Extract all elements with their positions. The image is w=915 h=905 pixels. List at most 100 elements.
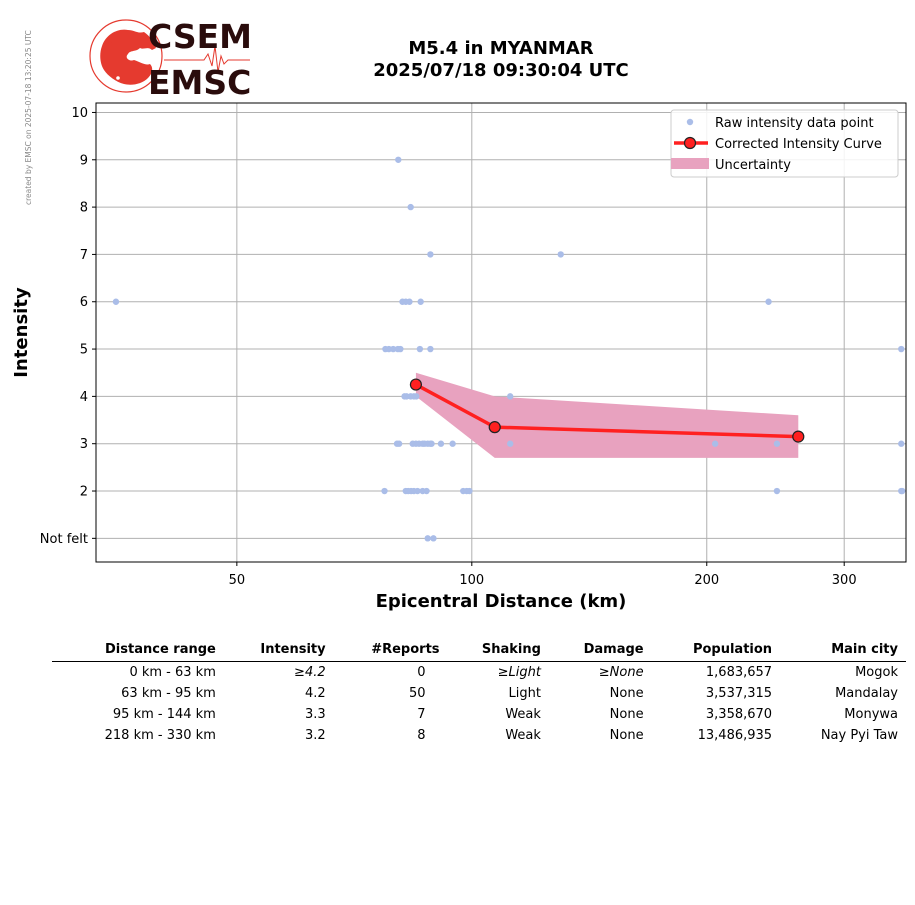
raw-data-point bbox=[414, 487, 421, 495]
y-tick-label: 2 bbox=[80, 485, 88, 500]
y-tick-label: 10 bbox=[71, 106, 88, 121]
raw-data-point bbox=[424, 535, 431, 542]
cell-reports: 0 bbox=[417, 665, 426, 680]
raw-data-point bbox=[711, 440, 719, 447]
raw-data-point bbox=[773, 440, 781, 447]
cell-damage: ≥None bbox=[598, 665, 644, 680]
legend-label: Uncertainty bbox=[715, 158, 791, 173]
chart-title: M5.4 in MYANMAR 2025/07/18 09:30:04 UTC bbox=[300, 38, 702, 82]
raw-data-point bbox=[557, 251, 564, 258]
raw-data-point bbox=[899, 487, 906, 495]
uncertainty-band bbox=[415, 372, 799, 458]
raw-data-point bbox=[437, 440, 445, 447]
x-tick-label: 100 bbox=[459, 573, 484, 588]
cell-damage: None bbox=[609, 686, 644, 701]
intensity-summary-table: Distance range Intensity #Reports Shakin… bbox=[52, 640, 906, 746]
raw-data-point bbox=[395, 156, 402, 163]
raw-data-point bbox=[507, 440, 514, 447]
corrected-curve-marker bbox=[488, 421, 501, 434]
cell-damage: None bbox=[609, 707, 644, 722]
legend-uncertainty-swatch bbox=[671, 158, 709, 169]
cell-distance-range: 218 km - 330 km bbox=[104, 728, 216, 743]
raw-data-point bbox=[381, 487, 388, 495]
logo-text-csem: CSEM bbox=[148, 17, 252, 56]
cell-population: 3,537,315 bbox=[705, 686, 773, 701]
table-row: 63 km - 95 km 4.2 50 Light None 3,537,31… bbox=[52, 683, 906, 704]
corrected-curve-marker bbox=[409, 378, 423, 391]
watermark: created by EMSC on 2025-07-18 13:20:25 U… bbox=[24, 30, 33, 205]
axis-ticks: 50 100 200 300 Not felt 2 3 4 5 6 7 8 9 10 bbox=[40, 106, 857, 588]
raw-data-point bbox=[765, 298, 772, 305]
legend-curve-marker bbox=[683, 136, 697, 150]
cell-shaking: Weak bbox=[505, 728, 541, 743]
header-intensity: Intensity bbox=[223, 640, 334, 662]
logo-globe-outline bbox=[89, 19, 163, 93]
cell-intensity: 3.2 bbox=[304, 728, 326, 743]
logo-globe-dot bbox=[107, 41, 113, 47]
cell-population: 3,358,670 bbox=[705, 707, 773, 722]
uncertainty-band-group bbox=[415, 372, 799, 458]
legend-label: Corrected Intensity Curve bbox=[715, 137, 882, 152]
plot-frame bbox=[95, 102, 907, 563]
raw-data-point bbox=[389, 345, 397, 353]
raw-data-point bbox=[427, 345, 434, 353]
cell-main-city: Nay Pyi Taw bbox=[820, 728, 898, 743]
csem-emsc-logo: CSEM EMSC bbox=[89, 17, 252, 100]
raw-data-point bbox=[406, 298, 413, 305]
cell-distance-range: 95 km - 144 km bbox=[112, 707, 216, 722]
table-row: 218 km - 330 km 3.2 8 Weak None 13,486,9… bbox=[52, 725, 906, 746]
y-tick-label: 8 bbox=[80, 201, 88, 216]
y-tick-label: 7 bbox=[80, 248, 88, 263]
intensity-distance-chart: 50 100 200 300 Not felt 2 3 4 5 6 7 8 9 10 Epicentral… bbox=[11, 102, 907, 612]
raw-data-point bbox=[395, 440, 403, 447]
cell-reports: 7 bbox=[417, 707, 426, 722]
raw-data-point bbox=[427, 251, 434, 258]
cell-main-city: Mandalay bbox=[835, 686, 898, 701]
raw-data-point bbox=[430, 535, 437, 542]
raw-data-point bbox=[416, 345, 424, 353]
header-shaking: Shaking bbox=[447, 640, 549, 662]
x-axis-label: Epicentral Distance (km) bbox=[376, 591, 627, 612]
y-tick-label: 5 bbox=[80, 343, 88, 358]
raw-data-point bbox=[898, 440, 905, 447]
header-distance-range: Distance range bbox=[52, 640, 224, 662]
cell-distance-range: 63 km - 95 km bbox=[121, 686, 216, 701]
x-tick-label: 300 bbox=[832, 573, 857, 588]
logo-globe-continents bbox=[100, 29, 156, 85]
corrected-curve-group bbox=[409, 378, 805, 443]
chart-title-line2: 2025/07/18 09:30:04 UTC bbox=[373, 60, 629, 81]
cell-shaking: ≥Light bbox=[497, 665, 541, 680]
raw-data-point bbox=[898, 345, 905, 353]
y-tick-label: 4 bbox=[80, 390, 88, 405]
raw-data-point bbox=[417, 298, 424, 305]
y-tick-label: Not felt bbox=[40, 532, 88, 547]
cell-main-city: Mogok bbox=[855, 665, 898, 680]
raw-data-point bbox=[449, 440, 456, 447]
legend: Raw intensity data point Corrected Intens… bbox=[670, 109, 899, 178]
table-row: 95 km - 144 km 3.3 7 Weak None 3,358,670… bbox=[52, 704, 906, 725]
header-main-city: Main city bbox=[780, 640, 906, 662]
watermark-text: created by EMSC on 2025-07-18 13:20:25 U… bbox=[24, 30, 33, 205]
y-tick-label: 3 bbox=[80, 437, 88, 452]
raw-data-point bbox=[112, 298, 120, 305]
chart-title-line1: M5.4 in MYANMAR bbox=[408, 38, 594, 59]
legend-label: Raw intensity data point bbox=[715, 116, 874, 131]
y-tick-label: 6 bbox=[80, 295, 88, 310]
raw-points-group bbox=[112, 156, 906, 542]
raw-data-point bbox=[407, 203, 414, 211]
y-axis-label: Intensity bbox=[11, 287, 32, 378]
legend-raw-marker bbox=[686, 118, 694, 126]
cell-shaking: Light bbox=[508, 686, 541, 701]
raw-data-point bbox=[413, 393, 420, 400]
raw-data-point bbox=[466, 487, 473, 495]
header-population: Population bbox=[651, 640, 781, 662]
logo-seismogram bbox=[164, 45, 250, 73]
cell-reports: 8 bbox=[417, 728, 426, 743]
logo-globe-dot bbox=[116, 76, 120, 80]
cell-intensity: 3.3 bbox=[304, 707, 326, 722]
cell-damage: None bbox=[609, 728, 644, 743]
cell-main-city: Monywa bbox=[844, 707, 898, 722]
cell-population: 1,683,657 bbox=[705, 665, 773, 680]
table-row: 0 km - 63 km ≥4.2 0 ≥Light ≥None 1,683,6… bbox=[52, 662, 906, 684]
cell-population: 13,486,935 bbox=[697, 728, 773, 743]
